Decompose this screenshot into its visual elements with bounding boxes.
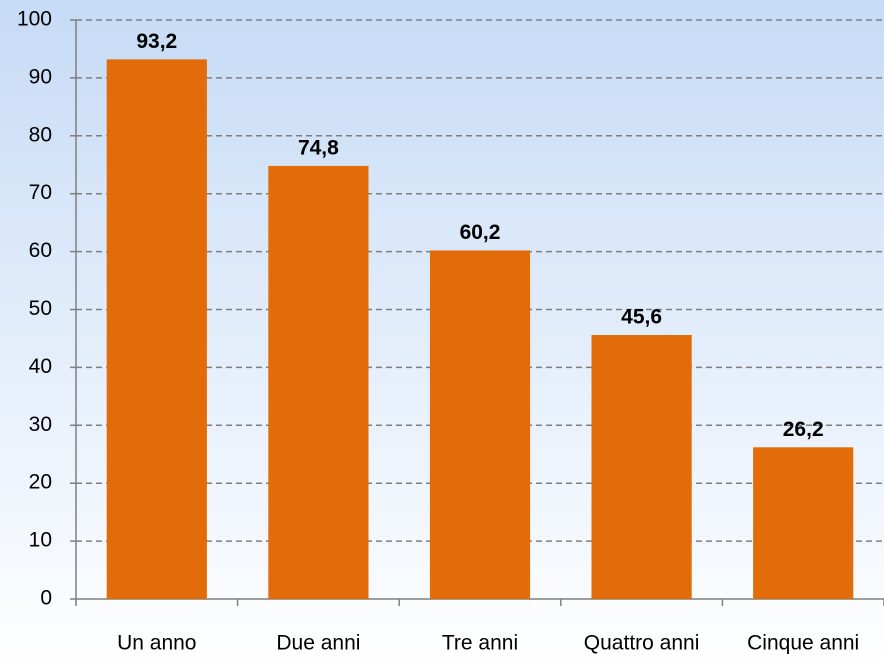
bar	[268, 165, 369, 599]
value-label: 74,8	[298, 136, 339, 159]
y-tick-label: 40	[29, 355, 52, 378]
y-tick-label: 60	[29, 239, 52, 262]
y-tick-label: 90	[29, 65, 52, 88]
y-tick-label: 80	[29, 123, 52, 146]
x-tick-label: Tre anni	[442, 632, 518, 655]
bar	[591, 334, 692, 599]
bar	[106, 59, 207, 599]
y-tick-label: 70	[29, 181, 52, 204]
x-tick-label: Un anno	[117, 632, 196, 655]
y-tick-label: 30	[29, 413, 52, 436]
value-label: 60,2	[460, 221, 501, 244]
y-tick-label: 10	[29, 529, 52, 552]
value-label: 26,2	[783, 418, 824, 441]
bar	[429, 250, 531, 599]
value-label: 93,2	[136, 30, 177, 53]
value-label: 45,6	[621, 306, 662, 329]
y-tick-label: 50	[29, 297, 52, 320]
x-tick-label: Cinque anni	[747, 632, 859, 655]
x-tick-label: Due anni	[276, 632, 360, 655]
y-tick-label: 0	[40, 587, 52, 610]
y-tick-label: 100	[17, 8, 52, 31]
bar	[753, 447, 854, 599]
y-tick-label: 20	[29, 471, 52, 494]
x-tick-label: Quattro anni	[584, 632, 700, 655]
